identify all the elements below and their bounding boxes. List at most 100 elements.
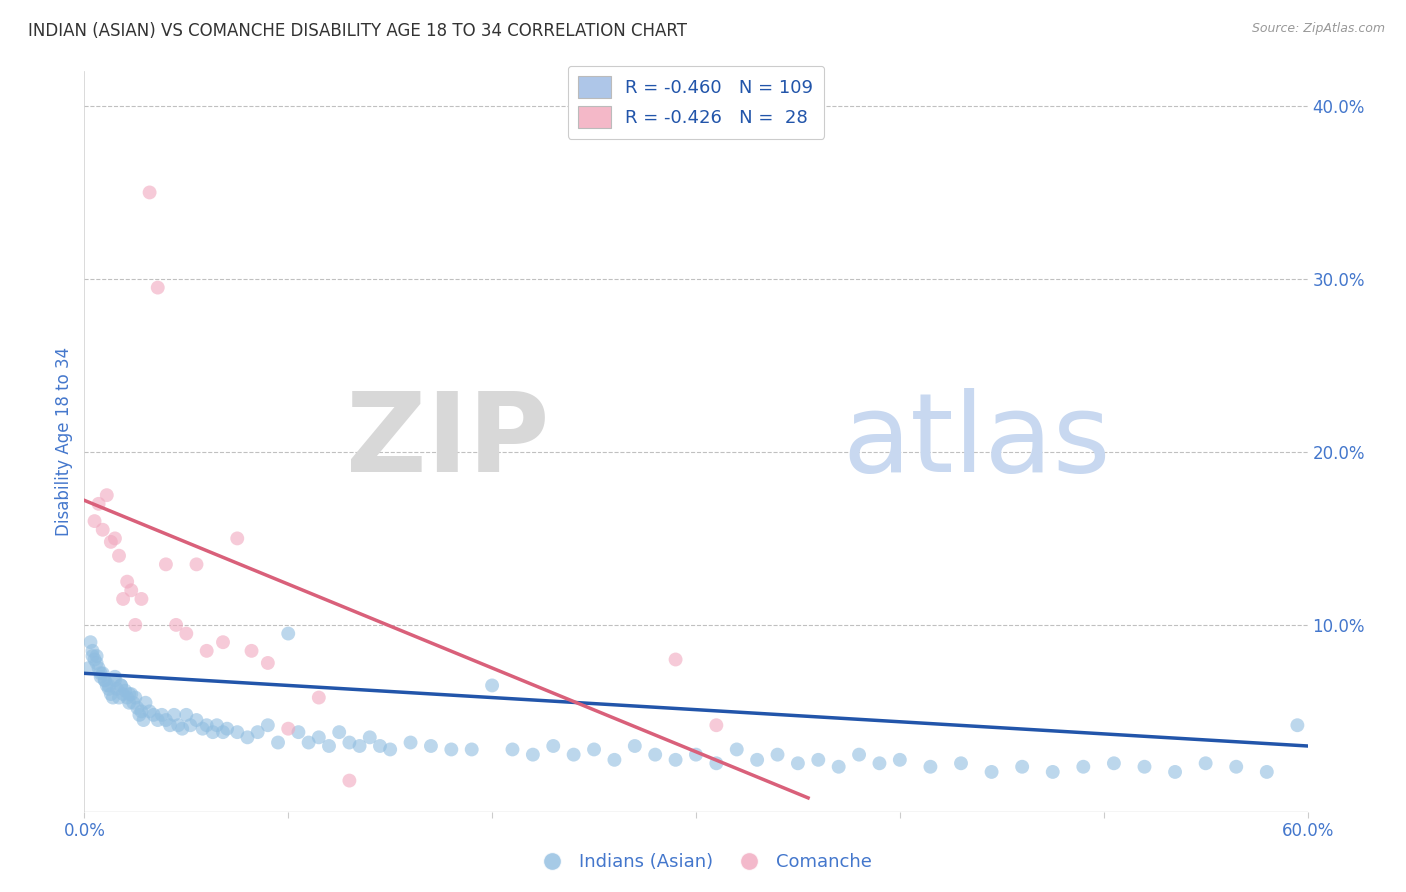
Point xyxy=(308,690,330,705)
Point xyxy=(349,739,371,753)
Text: atlas: atlas xyxy=(842,388,1111,495)
Point xyxy=(787,756,810,771)
Y-axis label: Disability Age 18 to 34: Disability Age 18 to 34 xyxy=(55,347,73,536)
Point xyxy=(97,681,120,696)
Point xyxy=(339,735,361,749)
Text: Source: ZipAtlas.com: Source: ZipAtlas.com xyxy=(1251,22,1385,36)
Point xyxy=(257,656,280,670)
Point xyxy=(828,760,851,774)
Point xyxy=(142,707,165,722)
Point xyxy=(706,718,728,732)
Point xyxy=(83,514,105,528)
Point xyxy=(138,705,160,719)
Point xyxy=(86,656,108,670)
Point xyxy=(110,678,132,692)
Point xyxy=(1133,760,1156,774)
Point xyxy=(1073,760,1095,774)
Point xyxy=(257,718,280,732)
Point xyxy=(118,696,141,710)
Point xyxy=(1256,764,1278,779)
Point xyxy=(624,739,647,753)
Point xyxy=(328,725,350,739)
Point xyxy=(167,718,190,732)
Point xyxy=(110,678,132,692)
Point xyxy=(104,673,127,688)
Point xyxy=(267,735,290,749)
Point xyxy=(150,707,173,722)
Point xyxy=(1286,718,1309,732)
Point xyxy=(766,747,789,762)
Point xyxy=(87,497,110,511)
Point xyxy=(112,687,135,701)
Point xyxy=(82,644,104,658)
Point xyxy=(131,591,153,606)
Point xyxy=(120,687,142,701)
Point xyxy=(950,756,973,771)
Point xyxy=(100,534,122,549)
Point xyxy=(1195,756,1218,771)
Point xyxy=(105,681,128,696)
Point xyxy=(97,678,120,692)
Point xyxy=(108,690,131,705)
Point xyxy=(82,648,104,663)
Point xyxy=(163,707,186,722)
Point xyxy=(91,523,114,537)
Point xyxy=(127,701,149,715)
Point xyxy=(195,644,218,658)
Point xyxy=(172,722,194,736)
Point xyxy=(543,739,565,753)
Point xyxy=(201,725,224,739)
Point xyxy=(83,652,105,666)
Point xyxy=(685,747,707,762)
Point xyxy=(115,690,138,705)
Point xyxy=(174,707,197,722)
Point xyxy=(1225,760,1247,774)
Point xyxy=(848,747,870,762)
Point xyxy=(481,678,503,692)
Point xyxy=(146,713,169,727)
Point xyxy=(277,722,299,736)
Point xyxy=(86,648,108,663)
Text: INDIAN (ASIAN) VS COMANCHE DISABILITY AGE 18 TO 34 CORRELATION CHART: INDIAN (ASIAN) VS COMANCHE DISABILITY AG… xyxy=(28,22,688,40)
Point xyxy=(226,725,249,739)
Point xyxy=(644,747,666,762)
Point xyxy=(146,280,169,294)
Point xyxy=(79,635,101,649)
Point xyxy=(195,718,218,732)
Point xyxy=(502,742,524,756)
Point xyxy=(87,661,110,675)
Point xyxy=(174,626,197,640)
Point xyxy=(104,532,127,546)
Point xyxy=(96,678,118,692)
Point xyxy=(93,673,115,688)
Legend: R = -0.460   N = 109, R = -0.426   N =  28: R = -0.460 N = 109, R = -0.426 N = 28 xyxy=(568,66,824,138)
Point xyxy=(120,583,142,598)
Point xyxy=(920,760,942,774)
Point xyxy=(191,722,214,736)
Point xyxy=(155,713,177,727)
Point xyxy=(359,731,381,745)
Point xyxy=(562,747,585,762)
Point xyxy=(212,635,235,649)
Point xyxy=(90,666,112,681)
Point xyxy=(132,713,155,727)
Point xyxy=(104,670,127,684)
Point xyxy=(1164,764,1187,779)
Point xyxy=(186,713,208,727)
Point xyxy=(128,707,150,722)
Point xyxy=(603,753,626,767)
Point xyxy=(522,747,544,762)
Point xyxy=(980,764,1002,779)
Point xyxy=(706,756,728,771)
Point xyxy=(889,753,911,767)
Text: ZIP: ZIP xyxy=(346,388,550,495)
Point xyxy=(246,725,269,739)
Point xyxy=(665,753,688,767)
Point xyxy=(318,739,340,753)
Point xyxy=(96,488,118,502)
Point xyxy=(725,742,748,756)
Point xyxy=(236,731,259,745)
Point xyxy=(131,705,153,719)
Point xyxy=(807,753,830,767)
Point xyxy=(440,742,463,756)
